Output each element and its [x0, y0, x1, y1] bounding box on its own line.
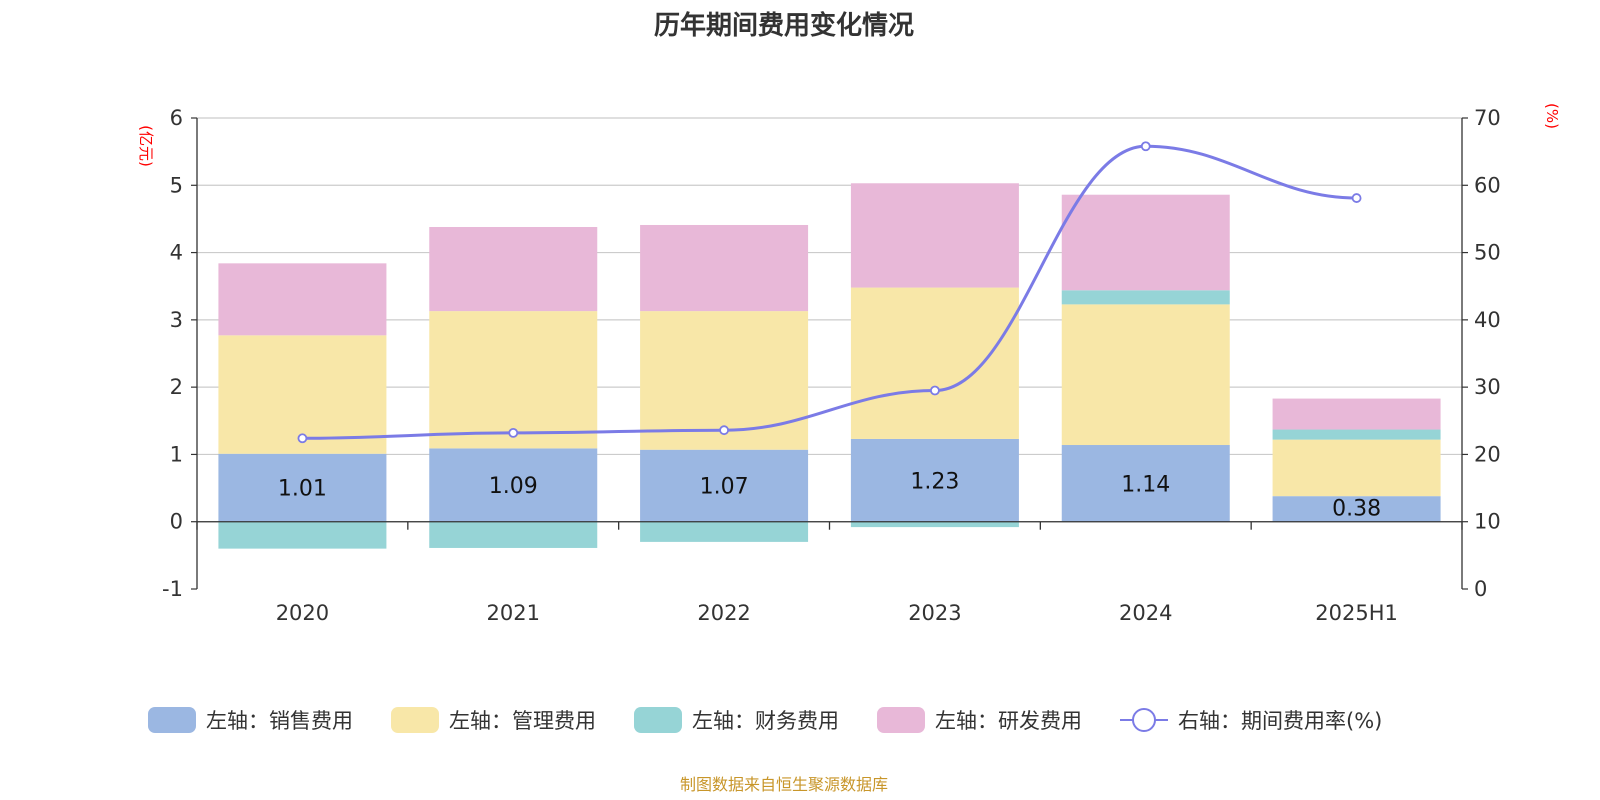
- grid-lines: [197, 117, 1462, 523]
- rate-point: [508, 427, 519, 438]
- bar-segment: [850, 438, 1019, 522]
- bar-segment: [429, 311, 598, 449]
- bar-segment: [218, 453, 387, 522]
- bar-segment: [218, 521, 387, 549]
- bar-value-label: 1.07: [700, 475, 749, 500]
- bars-layer: [218, 183, 1441, 549]
- right-axis-unit: (%): [1543, 103, 1561, 129]
- bar-segment: [1061, 290, 1230, 305]
- left-tick-label: 2: [170, 375, 183, 399]
- right-tick-label: 10: [1474, 510, 1501, 534]
- right-tick-label: 50: [1474, 241, 1501, 265]
- bar-segment: [218, 263, 387, 336]
- rate-point: [1351, 193, 1362, 203]
- left-tick-label: 4: [170, 241, 183, 265]
- bar-segment: [1272, 496, 1441, 522]
- bar-segment: [1061, 304, 1230, 446]
- legend-swatch: [634, 707, 682, 733]
- bar-segment: [850, 521, 1019, 528]
- bar-segment: [1272, 398, 1441, 430]
- bar-segment: [1061, 194, 1230, 291]
- left-tick-label: 6: [170, 106, 183, 130]
- rate-line: [302, 144, 1357, 440]
- category-label: 2025H1: [1315, 601, 1398, 625]
- right-tick-label: 20: [1474, 442, 1501, 466]
- rate-point: [297, 433, 308, 444]
- source-note: 制图数据来自恒生聚源数据库: [680, 775, 888, 794]
- category-label: 2022: [697, 601, 750, 625]
- right-tick-label: 0: [1474, 577, 1487, 601]
- rate-point: [719, 425, 729, 436]
- category-label: 2024: [1119, 601, 1172, 625]
- left-tick-label: 1: [170, 442, 183, 466]
- right-tick-label: 60: [1474, 173, 1501, 197]
- bar-segment: [429, 521, 598, 548]
- bar-segment: [1061, 445, 1230, 522]
- right-tick-label: 40: [1474, 308, 1501, 332]
- legend-swatch: [877, 707, 925, 733]
- bar-segment: [640, 521, 809, 542]
- right-tick-label: 30: [1474, 375, 1501, 399]
- rate-point: [1140, 141, 1151, 152]
- chart-title: 历年期间费用变化情况: [654, 10, 914, 41]
- bar-segment: [1272, 429, 1441, 440]
- left-tick-label: -1: [162, 577, 183, 601]
- legend-label: 左轴：研发费用: [935, 709, 1082, 733]
- left-axis-unit: (亿元): [137, 125, 155, 167]
- bar-segment: [640, 224, 809, 312]
- category-label: 2021: [487, 601, 540, 625]
- bar-value-label: 1.09: [489, 474, 538, 499]
- legend-swatch: [391, 707, 439, 733]
- left-tick-label: 5: [170, 173, 183, 197]
- legend-label: 右轴：期间费用率(%): [1178, 709, 1382, 733]
- bar-value-label: 1.01: [278, 477, 327, 502]
- bar-labels-layer: 1.01 1.09 1.07 1.23 1.14 0.38: [278, 469, 1381, 521]
- category-label: 2023: [908, 601, 961, 625]
- bar-value-label: 0.38: [1332, 497, 1381, 522]
- category-label: 2020: [276, 601, 329, 625]
- legend-label: 左轴：财务费用: [692, 709, 839, 733]
- right-tick-label: 70: [1474, 106, 1501, 130]
- legend-label: 左轴：管理费用: [449, 709, 596, 733]
- left-tick-label: 3: [170, 308, 183, 332]
- bar-segment: [429, 448, 598, 522]
- bar-segment: [429, 227, 598, 312]
- left-tick-label: 0: [170, 510, 183, 534]
- legend-swatch: [148, 707, 196, 733]
- legend-marker-icon: [1132, 708, 1156, 732]
- rate-point: [930, 385, 940, 396]
- legend-label: 左轴：销售费用: [206, 709, 353, 733]
- bar-segment: [640, 449, 809, 522]
- bar-segment: [850, 183, 1019, 288]
- bar-value-label: 1.23: [910, 469, 959, 494]
- bar-segment: [850, 287, 1019, 439]
- legend: 左轴：销售费用 左轴：管理费用 左轴：财务费用 左轴：研发费用 右轴：期间费用率(%): [148, 707, 1382, 733]
- bar-segment: [1272, 439, 1441, 497]
- rate-line-layer: [297, 141, 1362, 444]
- bar-value-label: 1.14: [1121, 472, 1170, 497]
